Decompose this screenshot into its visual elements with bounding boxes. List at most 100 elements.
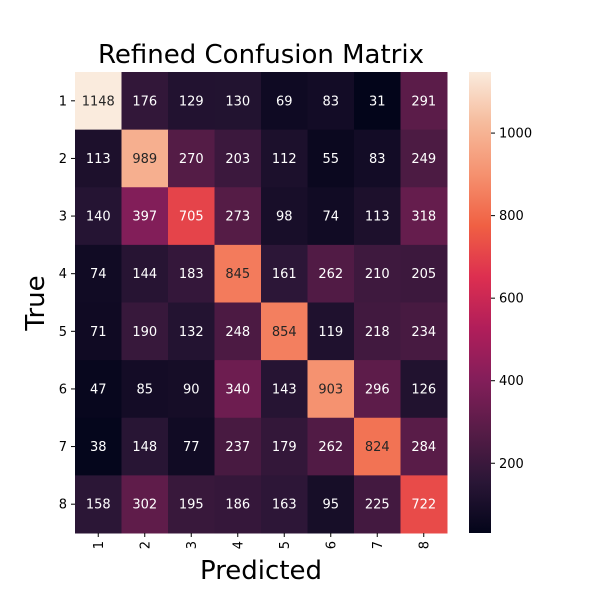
heatmap-cell bbox=[214, 244, 262, 303]
heatmap-cell-label: 90 bbox=[183, 382, 200, 397]
y-tick-label: 5 bbox=[59, 325, 67, 340]
heatmap-cell bbox=[307, 475, 355, 534]
y-axis-label: True bbox=[21, 275, 51, 331]
heatmap-cell-label: 722 bbox=[411, 498, 436, 513]
heatmap-cell-label: 158 bbox=[86, 498, 111, 513]
heatmap-cell bbox=[214, 187, 262, 246]
heatmap-cell-label: 132 bbox=[179, 325, 204, 340]
x-tick-label: 3 bbox=[185, 541, 200, 549]
heatmap-cell bbox=[261, 244, 308, 303]
x-tick-label: 4 bbox=[231, 541, 246, 549]
heatmap-cell bbox=[168, 475, 215, 534]
heatmap-cell-label: 203 bbox=[225, 152, 250, 167]
heatmap-cell bbox=[168, 129, 215, 188]
heatmap-cell bbox=[261, 187, 308, 246]
heatmap-cell-label: 237 bbox=[225, 440, 250, 455]
x-tick-label: 5 bbox=[278, 541, 293, 549]
heatmap-cell bbox=[354, 187, 401, 246]
heatmap-cell bbox=[75, 302, 122, 361]
heatmap-cell-label: 71 bbox=[90, 325, 107, 340]
y-tick-label: 8 bbox=[59, 498, 67, 513]
x-tick-label: 1 bbox=[92, 541, 107, 549]
heatmap-cell bbox=[307, 360, 355, 419]
heatmap-cell-label: 140 bbox=[86, 210, 111, 225]
heatmap-cell-label: 824 bbox=[365, 440, 390, 455]
heatmap-cell bbox=[75, 72, 122, 131]
colorbar-tick-label: 800 bbox=[499, 209, 524, 224]
heatmap-cell-label: 854 bbox=[272, 325, 297, 340]
x-tick-label: 7 bbox=[371, 541, 386, 549]
heatmap-cell bbox=[354, 129, 401, 188]
colorbar-tick-label: 200 bbox=[499, 457, 524, 472]
heatmap-cell bbox=[307, 72, 355, 131]
heatmap-cell-label: 38 bbox=[90, 440, 107, 455]
y-tick-label: 2 bbox=[59, 152, 67, 167]
heatmap-cell-label: 98 bbox=[276, 210, 293, 225]
x-axis-label: Predicted bbox=[200, 556, 322, 586]
heatmap-cell bbox=[214, 129, 262, 188]
heatmap-cell bbox=[75, 129, 122, 188]
heatmap-cell bbox=[354, 244, 401, 303]
heatmap-cell bbox=[400, 360, 448, 419]
heatmap-cell-label: 903 bbox=[318, 382, 343, 397]
heatmap-cell bbox=[75, 417, 122, 476]
heatmap-cell-label: 148 bbox=[132, 440, 157, 455]
heatmap-cell bbox=[400, 417, 448, 476]
heatmap-cell-label: 143 bbox=[272, 382, 297, 397]
heatmap-cell-label: 126 bbox=[411, 382, 436, 397]
heatmap-cell bbox=[214, 417, 262, 476]
colorbar-ticks: 200 400 600 800 1000 bbox=[491, 127, 532, 472]
y-tick-label: 6 bbox=[59, 382, 67, 397]
heatmap-cell-label: 248 bbox=[225, 325, 250, 340]
heatmap-cell bbox=[400, 244, 448, 303]
heatmap-cell-label: 262 bbox=[318, 267, 343, 282]
heatmap-cell-label: 130 bbox=[225, 94, 250, 109]
heatmap-cell-label: 183 bbox=[179, 267, 204, 282]
heatmap-cell bbox=[214, 302, 262, 361]
heatmap-cell-label: 83 bbox=[369, 152, 386, 167]
heatmap-cell bbox=[307, 244, 355, 303]
colorbar bbox=[469, 72, 491, 533]
heatmap-cell bbox=[354, 72, 401, 131]
heatmap-cell bbox=[121, 302, 169, 361]
heatmap-cell bbox=[168, 72, 215, 131]
x-axis-ticks: 1 2 3 4 5 6 7 8 bbox=[92, 533, 432, 549]
heatmap-cell-label: 163 bbox=[272, 498, 297, 513]
heatmap-cell bbox=[261, 475, 308, 534]
heatmap-cell bbox=[261, 129, 308, 188]
heatmap-cell bbox=[168, 187, 215, 246]
heatmap-cell-label: 225 bbox=[365, 498, 390, 513]
heatmap-cell bbox=[307, 187, 355, 246]
heatmap-cell bbox=[261, 417, 308, 476]
heatmap-cell-label: 113 bbox=[86, 152, 111, 167]
heatmap-cell-label: 284 bbox=[411, 440, 436, 455]
heatmap-cell bbox=[121, 417, 169, 476]
heatmap-cell-label: 179 bbox=[272, 440, 297, 455]
heatmap-cell bbox=[354, 360, 401, 419]
heatmap-cell-label: 74 bbox=[322, 210, 339, 225]
x-tick-label: 8 bbox=[417, 541, 432, 549]
heatmap-cell-label: 129 bbox=[179, 94, 204, 109]
y-tick-label: 3 bbox=[59, 210, 67, 225]
heatmap-cell bbox=[121, 187, 169, 246]
heatmap-cell-label: 249 bbox=[411, 152, 436, 167]
heatmap-cell-label: 273 bbox=[225, 210, 250, 225]
heatmap-cell bbox=[75, 475, 122, 534]
heatmap-cell bbox=[75, 244, 122, 303]
x-tick-label: 6 bbox=[324, 541, 339, 549]
heatmap-cell-label: 85 bbox=[136, 382, 153, 397]
heatmap-cell-label: 47 bbox=[90, 382, 107, 397]
heatmap-cell-label: 234 bbox=[411, 325, 436, 340]
heatmap-cell-label: 113 bbox=[365, 210, 390, 225]
heatmap-cell bbox=[121, 72, 169, 131]
heatmap-cell-label: 112 bbox=[272, 152, 297, 167]
heatmap-cell-label: 119 bbox=[318, 325, 343, 340]
heatmap-cell bbox=[354, 302, 401, 361]
heatmap-cell bbox=[400, 72, 448, 131]
colorbar-tick-label: 600 bbox=[499, 292, 524, 307]
x-tick-label: 2 bbox=[138, 541, 153, 549]
heatmap-cell-label: 291 bbox=[411, 94, 436, 109]
heatmap-cell bbox=[307, 302, 355, 361]
